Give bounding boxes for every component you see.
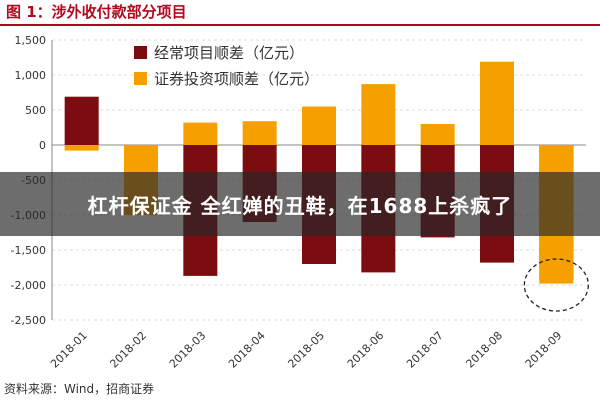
x-tick-label: 2018-07 (404, 329, 446, 371)
bar-securities (420, 124, 455, 145)
bar-securities (242, 121, 277, 145)
legend: 经常项目顺差（亿元） 证券投资项顺差（亿元） (134, 44, 319, 88)
x-axis-ticks: 2018-01 2018-02 2018-03 2018-04 2018-05 2018-… (48, 329, 564, 371)
annotation (523, 258, 589, 312)
overlay-banner: 杠杆保证金 全红婵的丑鞋，在1688上杀疯了 (0, 172, 600, 236)
y-tick-label: 0 (39, 139, 46, 152)
bar-securities (302, 106, 336, 145)
y-tick-label: -2,500 (11, 314, 46, 327)
y-tick-label: 500 (25, 104, 46, 117)
x-tick-label: 2018-01 (48, 329, 90, 371)
y-tick-label: -1,500 (11, 244, 46, 257)
bar-securities (480, 61, 514, 146)
dashed-circle (523, 258, 589, 312)
legend-current-account-label: 经常项目顺差（亿元） (154, 44, 304, 62)
legend-securities-swatch (134, 72, 147, 85)
x-tick-label: 2018-09 (523, 329, 565, 371)
figure-title: 图 1：涉外收付款部分项目 (0, 0, 600, 26)
bar-securities (361, 84, 396, 145)
x-tick-label: 2018-02 (107, 329, 149, 371)
x-tick-label: 2018-06 (345, 329, 387, 371)
legend-securities-label: 证券投资项顺差（亿元） (154, 70, 319, 88)
source-note: 资料来源：Wind，招商证券 (4, 382, 155, 396)
x-tick-label: 2018-05 (285, 329, 327, 371)
y-tick-label: -2,000 (11, 279, 46, 292)
y-tick-label: 1,000 (15, 69, 47, 82)
bar-current-account (64, 96, 99, 145)
bar-securities (183, 122, 218, 145)
x-tick-label: 2018-04 (226, 329, 268, 371)
legend-current-account-swatch (134, 46, 147, 59)
y-tick-label: 1,500 (15, 34, 47, 47)
x-tick-label: 2018-03 (167, 329, 209, 371)
x-tick-label: 2018-08 (463, 329, 505, 371)
bar-securities (64, 145, 99, 151)
